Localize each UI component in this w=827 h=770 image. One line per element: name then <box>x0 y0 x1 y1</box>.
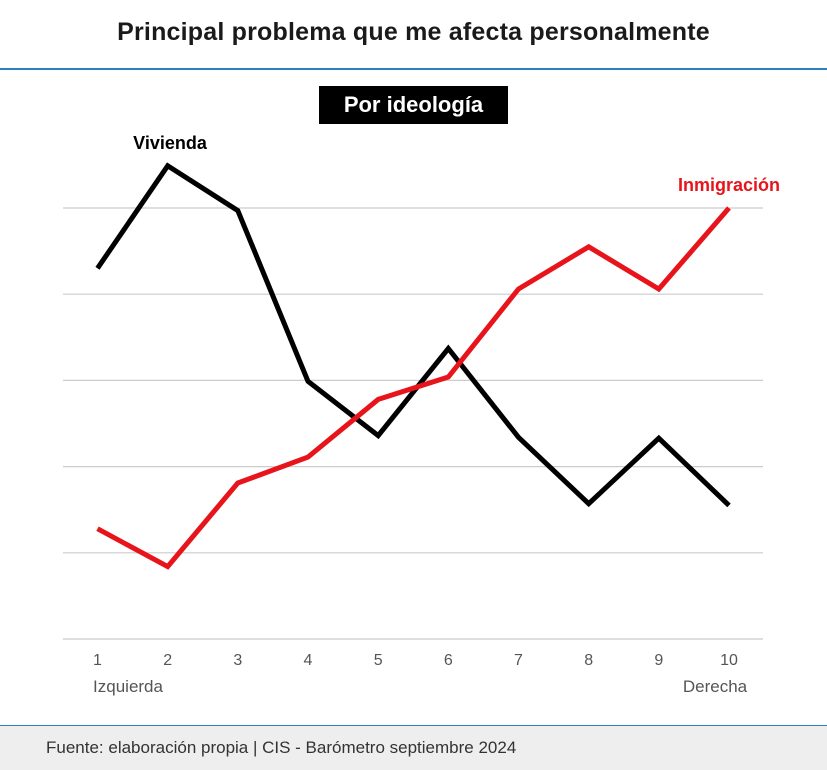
title-divider <box>0 68 827 70</box>
footer: Fuente: elaboración propia | CIS - Baróm… <box>0 725 827 770</box>
x-tick-label: 9 <box>654 652 663 669</box>
series-line-inmigracion <box>96 206 731 570</box>
chart-subtitle: Por ideología <box>319 86 508 124</box>
x-tick-label: 4 <box>304 652 313 669</box>
x-tick-label: 10 <box>720 652 738 669</box>
x-tick-label: 3 <box>233 652 242 669</box>
axis-label-right: Derecha <box>683 677 748 696</box>
x-tick-label: 8 <box>584 652 593 669</box>
line-chart: 1 2 3 4 5 6 7 8 9 10 Izquierda Derecha Vivienda Inmig… <box>63 133 780 696</box>
axis-label-left: Izquierda <box>93 677 163 696</box>
series-label-inmigracion: Inmigración <box>678 175 780 195</box>
x-tick-label: 2 <box>163 652 172 669</box>
x-tick-label: 1 <box>93 652 102 669</box>
source-note: Fuente: elaboración propia | CIS - Baróm… <box>46 738 517 757</box>
series-line-vivienda <box>95 162 731 508</box>
chart-title: Principal problema que me afecta persona… <box>117 18 710 46</box>
x-tick-label: 7 <box>514 652 523 669</box>
x-tick-label: 6 <box>444 652 453 669</box>
series-label-vivienda: Vivienda <box>133 133 208 153</box>
x-tick-label: 5 <box>374 652 383 669</box>
